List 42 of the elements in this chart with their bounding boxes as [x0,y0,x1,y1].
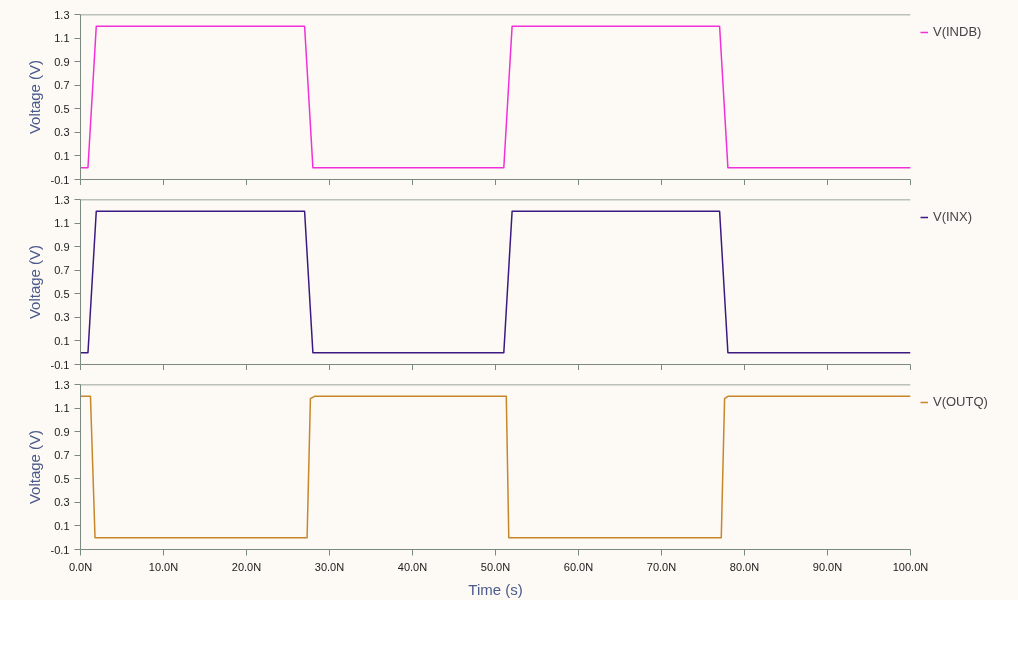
y-tick-label: 0.7 [54,264,70,277]
y-tick-label: 1.3 [54,378,70,391]
y-tick-label: -0.1 [50,358,70,371]
x-tick-label: 10.0N [148,560,179,573]
x-tick-label: 50.0N [480,560,511,573]
y-tick-label: 0.5 [54,472,70,485]
x-tick-label: 20.0N [231,560,262,573]
y-axis-title: Voltage (V) [25,244,43,320]
y-tick-label: -0.1 [50,173,70,186]
y-tick-label: 0.1 [54,519,70,532]
y-tick-label: 1.3 [54,8,70,21]
y-tick-label: 1.1 [54,402,70,415]
x-tick-label: 30.0N [314,560,345,573]
y-tick-label: -0.1 [50,543,70,556]
y-tick-label: 0.9 [54,425,70,438]
y-tick-label: 0.1 [54,334,70,347]
y-tick-label: 1.1 [54,32,70,45]
y-tick-label: 0.9 [54,55,70,68]
x-tick-label: 60.0N [563,560,594,573]
x-tick-label: 80.0N [729,560,760,573]
y-axis-title: Voltage (V) [25,429,43,505]
x-tick-label: 70.0N [646,560,677,573]
y-axis-title: Voltage (V) [25,59,43,135]
y-tick-label: 0.5 [54,102,70,115]
legend-label: V(INDB) [933,24,982,39]
legend-label: V(INX) [933,209,972,224]
y-tick-label: 1.3 [54,193,70,206]
y-tick-label: 0.3 [54,311,70,324]
x-tick-label: 90.0N [812,560,843,573]
y-tick-label: 0.9 [54,240,70,253]
y-tick-label: 0.5 [54,287,70,300]
x-axis-title: Time (s) [468,580,523,598]
y-tick-label: 0.3 [54,496,70,509]
y-tick-label: 0.7 [54,449,70,462]
y-tick-label: 1.1 [54,217,70,230]
legend-label: V(OUTQ) [933,394,988,409]
y-tick-label: 0.7 [54,79,70,92]
x-tick-label: 40.0N [397,560,428,573]
y-tick-label: 0.3 [54,126,70,139]
x-tick-label: 0.0N [68,560,93,573]
y-tick-label: 0.1 [54,149,70,162]
x-tick-label: 100.0N [892,560,929,573]
